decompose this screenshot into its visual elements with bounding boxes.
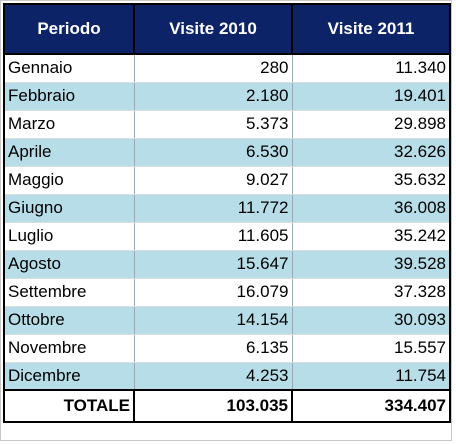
total-2010: 103.035 [133, 389, 293, 423]
cell-periodo: Luglio [3, 222, 135, 251]
cell-periodo: Ottobre [3, 306, 135, 335]
cell-visite-2010: 15.647 [133, 250, 293, 279]
cell-visite-2010: 14.154 [133, 306, 293, 335]
cell-visite-2011: 35.632 [291, 166, 451, 195]
cell-periodo: Febbraio [3, 82, 135, 111]
cell-visite-2010: 16.079 [133, 278, 293, 307]
cell-visite-2010: 5.373 [133, 110, 293, 139]
cell-periodo: Dicembre [3, 362, 135, 391]
table-row: Settembre 16.079 37.328 [3, 278, 451, 307]
table-row: Marzo 5.373 29.898 [3, 110, 451, 139]
cell-periodo: Novembre [3, 334, 135, 363]
cell-periodo: Agosto [3, 250, 135, 279]
table-row: Novembre 6.135 15.557 [3, 334, 451, 363]
cell-periodo: Settembre [3, 278, 135, 307]
cell-visite-2010: 280 [133, 53, 293, 83]
cell-visite-2011: 15.557 [291, 334, 451, 363]
table-row: Gennaio 280 11.340 [3, 53, 451, 83]
table-row: Ottobre 14.154 30.093 [3, 306, 451, 335]
visits-table: Periodo Visite 2010 Visite 2011 Gennaio 2… [3, 3, 451, 423]
cell-visite-2011: 30.093 [291, 306, 451, 335]
cell-visite-2011: 32.626 [291, 138, 451, 167]
table-row: Agosto 15.647 39.528 [3, 250, 451, 279]
header-row: Periodo Visite 2010 Visite 2011 [3, 3, 451, 55]
column-header-visite-2011: Visite 2011 [291, 3, 451, 55]
cell-visite-2010: 6.530 [133, 138, 293, 167]
cell-periodo: Gennaio [3, 53, 135, 83]
cell-visite-2011: 36.008 [291, 194, 451, 223]
cell-visite-2010: 6.135 [133, 334, 293, 363]
table-row: Luglio 11.605 35.242 [3, 222, 451, 251]
table-row: Maggio 9.027 35.632 [3, 166, 451, 195]
total-row: TOTALE 103.035 334.407 [3, 389, 451, 423]
table-row: Giugno 11.772 36.008 [3, 194, 451, 223]
cell-visite-2010: 11.605 [133, 222, 293, 251]
total-2011: 334.407 [291, 389, 451, 423]
cell-visite-2011: 19.401 [291, 82, 451, 111]
cell-visite-2010: 11.772 [133, 194, 293, 223]
cell-visite-2010: 2.180 [133, 82, 293, 111]
cell-periodo: Giugno [3, 194, 135, 223]
cell-visite-2011: 11.754 [291, 362, 451, 391]
cell-visite-2011: 37.328 [291, 278, 451, 307]
cell-visite-2011: 35.242 [291, 222, 451, 251]
cell-visite-2010: 4.253 [133, 362, 293, 391]
table-row: Febbraio 2.180 19.401 [3, 82, 451, 111]
cell-visite-2010: 9.027 [133, 166, 293, 195]
cell-periodo: Aprile [3, 138, 135, 167]
total-label: TOTALE [3, 389, 135, 423]
cell-visite-2011: 11.340 [291, 53, 451, 83]
cell-visite-2011: 29.898 [291, 110, 451, 139]
table-body: Gennaio 280 11.340 Febbraio 2.180 19.401 Marzo… [3, 53, 451, 391]
table-row: Dicembre 4.253 11.754 [3, 362, 451, 391]
cell-visite-2011: 39.528 [291, 250, 451, 279]
table-row: Aprile 6.530 32.626 [3, 138, 451, 167]
cell-periodo: Maggio [3, 166, 135, 195]
column-header-visite-2010: Visite 2010 [133, 3, 293, 55]
cell-periodo: Marzo [3, 110, 135, 139]
column-header-periodo: Periodo [3, 3, 135, 55]
